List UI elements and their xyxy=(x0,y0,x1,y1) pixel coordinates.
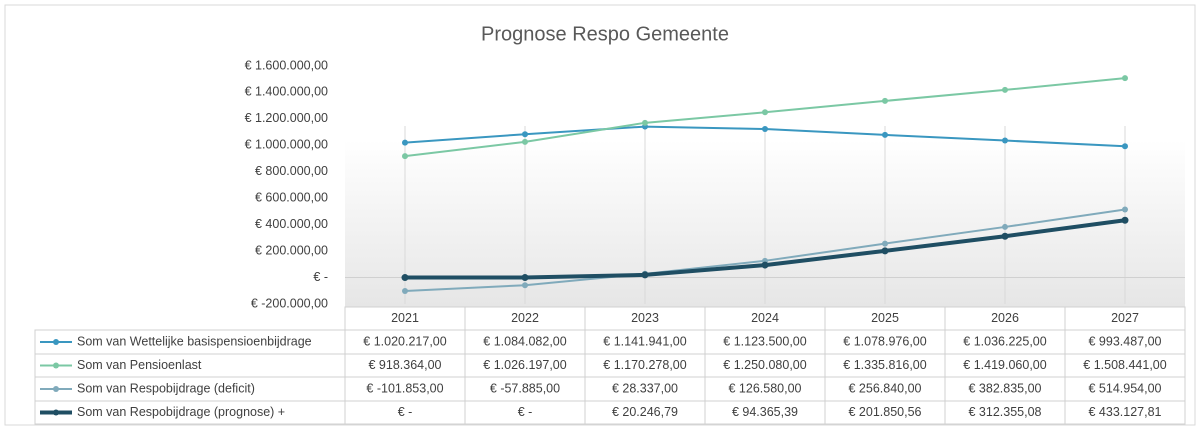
table-value: € 1.141.941,00 xyxy=(603,334,686,348)
legend-label: Som van Pensioenlast xyxy=(77,358,202,372)
table-value: € 433.127,81 xyxy=(1089,405,1162,419)
table-value: € 1.419.060,00 xyxy=(963,358,1046,372)
x-tick-label: 2027 xyxy=(1111,311,1139,325)
point xyxy=(521,274,529,282)
point xyxy=(882,240,888,247)
table-value: € 514.954,00 xyxy=(1089,381,1162,395)
point xyxy=(1121,216,1129,224)
point xyxy=(522,131,528,138)
x-tick-label: 2021 xyxy=(391,311,419,325)
table-value: € 126.580,00 xyxy=(729,381,802,395)
point xyxy=(881,247,889,255)
legend-marker xyxy=(53,362,59,369)
point xyxy=(1002,137,1008,144)
y-tick-label: € 400.000,00 xyxy=(255,217,328,231)
point xyxy=(402,288,408,295)
x-tick-label: 2024 xyxy=(751,311,779,325)
table-value: € 918.364,00 xyxy=(369,358,442,372)
point xyxy=(1122,143,1128,150)
table-value: € 201.850,56 xyxy=(849,405,922,419)
legend-marker xyxy=(53,409,59,416)
table-value: € 256.840,00 xyxy=(849,381,922,395)
point xyxy=(1001,232,1009,240)
point xyxy=(642,119,648,126)
legend-marker xyxy=(53,386,59,392)
x-tick-label: 2023 xyxy=(631,311,659,325)
y-tick-label: € 600.000,00 xyxy=(255,191,328,205)
table-value: € 993.487,00 xyxy=(1089,334,1162,348)
legend-label: Som van Respobijdrage (deficit) xyxy=(77,381,255,395)
x-tick-label: 2025 xyxy=(871,311,899,325)
point xyxy=(1122,75,1128,82)
x-tick-label: 2026 xyxy=(991,311,1019,325)
legend-label: Som van Wettelijke basispensioenbijdrage xyxy=(77,334,312,348)
legend-marker xyxy=(53,339,59,345)
table-value: € 1.508.441,00 xyxy=(1083,358,1166,372)
y-tick-label: € - xyxy=(313,270,328,284)
point xyxy=(762,109,768,116)
table-value: € 1.335.816,00 xyxy=(843,358,926,372)
point xyxy=(761,261,769,269)
x-tick-label: 2022 xyxy=(511,311,539,325)
y-tick-label: € -200.000,00 xyxy=(251,296,328,310)
table-value: € 1.123.500,00 xyxy=(723,334,806,348)
table-value: € 1.036.225,00 xyxy=(963,334,1046,348)
table-value: € 382.835,00 xyxy=(969,381,1042,395)
table-value: € 1.078.976,00 xyxy=(843,334,926,348)
y-tick-label: € 1.400.000,00 xyxy=(245,85,328,99)
point xyxy=(522,138,528,145)
point xyxy=(401,274,409,282)
y-tick-label: € 1.600.000,00 xyxy=(245,58,328,72)
table-value: € 28.337,00 xyxy=(612,381,678,395)
table-value: € 312.355,08 xyxy=(969,405,1042,419)
point xyxy=(1002,223,1008,230)
table-value: € 1.084.082,00 xyxy=(483,334,566,348)
point xyxy=(1122,206,1128,213)
table-value: € 1.026.197,00 xyxy=(483,358,566,372)
chart-title: Prognose Respo Gemeente xyxy=(481,23,729,45)
table-value: € 20.246,79 xyxy=(612,405,678,419)
point xyxy=(882,97,888,104)
y-tick-label: € 1.200.000,00 xyxy=(245,111,328,125)
y-tick-label: € 1.000.000,00 xyxy=(245,138,328,152)
point xyxy=(762,126,768,133)
table-value: € 1.170.278,00 xyxy=(603,358,686,372)
table-value: € -57.885,00 xyxy=(490,381,560,395)
table-value: € 1.250.080,00 xyxy=(723,358,806,372)
legend-label: Som van Respobijdrage (prognose) + xyxy=(77,405,285,419)
table-value: € 94.365,39 xyxy=(732,405,798,419)
point xyxy=(402,153,408,160)
table-value: € - xyxy=(398,405,413,419)
table-cell xyxy=(1064,400,1186,425)
point xyxy=(641,271,649,279)
point xyxy=(522,282,528,289)
y-tick-label: € 800.000,00 xyxy=(255,164,328,178)
point xyxy=(402,139,408,146)
point xyxy=(882,131,888,138)
y-tick-label: € 200.000,00 xyxy=(255,243,328,257)
table-value: € - xyxy=(518,405,533,419)
point xyxy=(1002,86,1008,93)
table-value: € -101.853,00 xyxy=(366,381,443,395)
table-value: € 1.020.217,00 xyxy=(363,334,446,348)
